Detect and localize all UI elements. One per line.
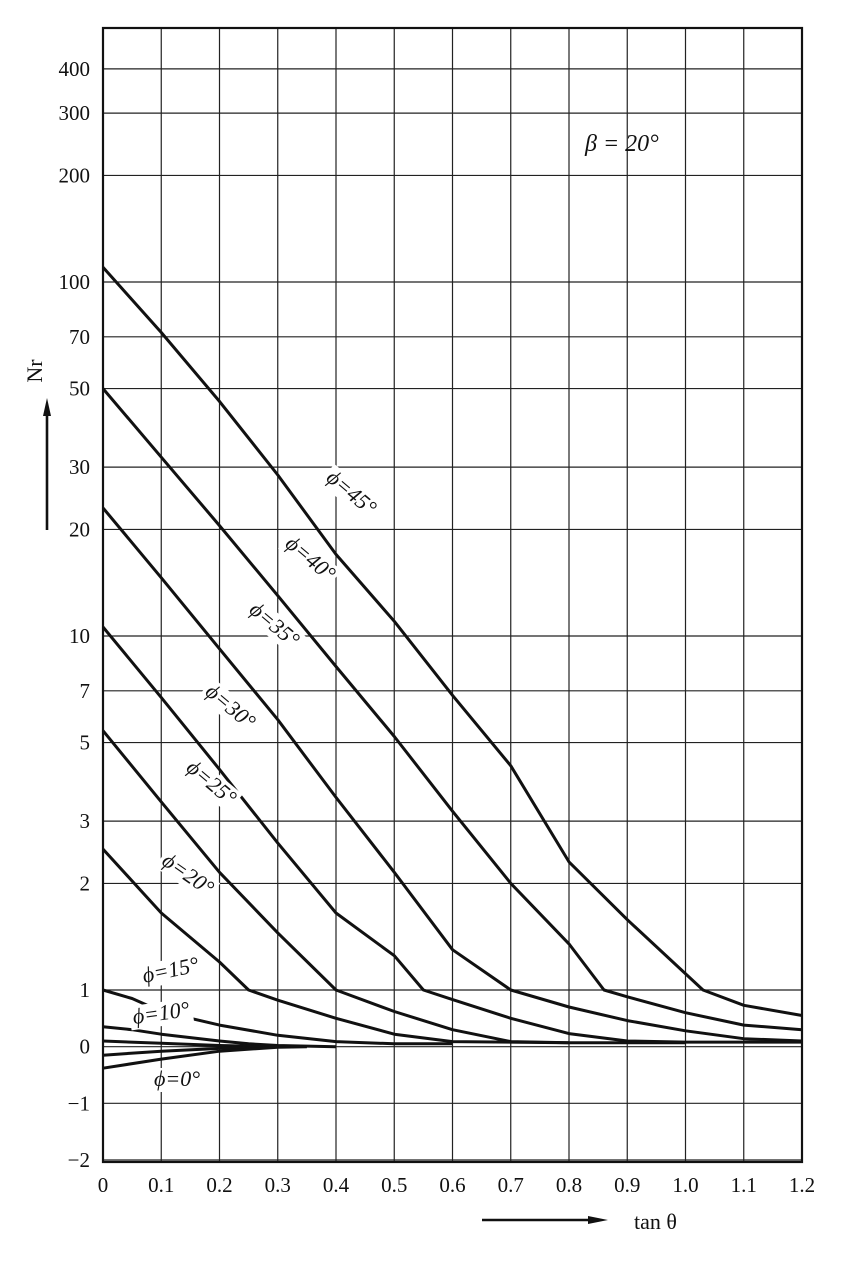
curve-labels: ϕ=45°ϕ=40°ϕ=35°ϕ=30°ϕ=25°ϕ=20°ϕ=15°ϕ=10°… <box>128 463 383 1092</box>
x-tick-label: 0.6 <box>439 1173 465 1197</box>
curve-label-backdrop <box>319 463 383 523</box>
curve-label-group: ϕ=45° <box>319 463 383 523</box>
x-tick-label: 0.4 <box>323 1173 350 1197</box>
y-tick-label: 7 <box>80 679 91 703</box>
x-tick-label: 0.2 <box>206 1173 232 1197</box>
curve-label-group: ϕ=15° <box>137 951 205 990</box>
x-tick-label: 1.2 <box>789 1173 815 1197</box>
beta-annotation: β = 20° <box>584 131 659 157</box>
x-tick-labels: 0 0.1 0.2 0.3 0.4 0.5 0.6 0.7 0.8 0.9 1.0 1.1 1.2 <box>98 1173 815 1197</box>
grid <box>102 28 803 1162</box>
y-tick-label: 100 <box>59 270 91 294</box>
plot-frame <box>101 26 804 1164</box>
y-tick-label: 200 <box>59 163 91 187</box>
y-tick-label: 50 <box>69 377 90 401</box>
y-tick-label: 0 <box>80 1035 91 1059</box>
y-axis-label-group: Nr <box>22 359 51 530</box>
curve-label: ϕ=0° <box>154 1066 200 1091</box>
y-tick-label: 400 <box>59 57 91 81</box>
y-tick-label: 30 <box>69 455 90 479</box>
y-tick-label: 2 <box>80 871 91 895</box>
curve-label-backdrop <box>179 753 243 813</box>
curve-label-backdrop <box>128 997 195 1031</box>
x-tick-label: 0.5 <box>381 1173 407 1197</box>
x-axis-label: tan θ <box>634 1209 677 1234</box>
curve-label-group: ϕ=40° <box>278 529 342 589</box>
y-tick-label: −1 <box>68 1091 90 1115</box>
curve-1 <box>101 387 803 1032</box>
curve-9 <box>102 1045 278 1057</box>
y-tick-label: 1 <box>80 978 91 1002</box>
curve-label: ϕ=15° <box>140 951 201 987</box>
curve-label: ϕ=20° <box>158 847 219 900</box>
curve-label-backdrop <box>154 847 221 903</box>
x-tick-label: 0.3 <box>265 1173 291 1197</box>
curve-label-backdrop <box>278 529 342 589</box>
curve-label-backdrop <box>151 1068 203 1092</box>
y-tick-label: 300 <box>59 101 91 125</box>
y-tick-label: −2 <box>68 1148 90 1172</box>
y-tick-label: 10 <box>69 624 90 648</box>
x-axis-arrowhead <box>588 1216 608 1224</box>
x-tick-label: 0.8 <box>556 1173 582 1197</box>
curve-label-group: ϕ=0° <box>151 1066 203 1092</box>
curve-2 <box>101 506 803 1043</box>
y-axis-label: Nr <box>22 359 47 383</box>
x-axis-label-group: tan θ <box>482 1209 677 1234</box>
curve-3 <box>101 626 802 1044</box>
curve-label-backdrop <box>242 595 306 655</box>
curve-label-group: ϕ=30° <box>198 677 262 737</box>
curves <box>101 266 803 1070</box>
y-tick-label: 20 <box>69 517 90 541</box>
x-tick-label: 0.9 <box>614 1173 640 1197</box>
curve-label-backdrop <box>137 952 205 990</box>
curve-10 <box>102 1045 307 1070</box>
x-tick-label: 0.1 <box>148 1173 174 1197</box>
curve-0 <box>101 266 803 1017</box>
x-tick-label: 1.1 <box>731 1173 757 1197</box>
curve-label-backdrop <box>198 677 262 737</box>
curve-6 <box>102 988 453 1046</box>
curve-label-group: ϕ=20° <box>154 847 221 903</box>
x-tick-label: 1.0 <box>672 1173 698 1197</box>
x-tick-label: 0 <box>98 1173 109 1197</box>
x-tick-label: 0.7 <box>498 1173 524 1197</box>
y-tick-label: 5 <box>80 731 91 755</box>
curve-5 <box>101 848 570 1045</box>
y-tick-label: 3 <box>80 809 91 833</box>
curve-label-group: ϕ=35° <box>242 595 306 655</box>
y-axis-arrowhead <box>43 398 51 416</box>
y-tick-label: 70 <box>69 325 90 349</box>
